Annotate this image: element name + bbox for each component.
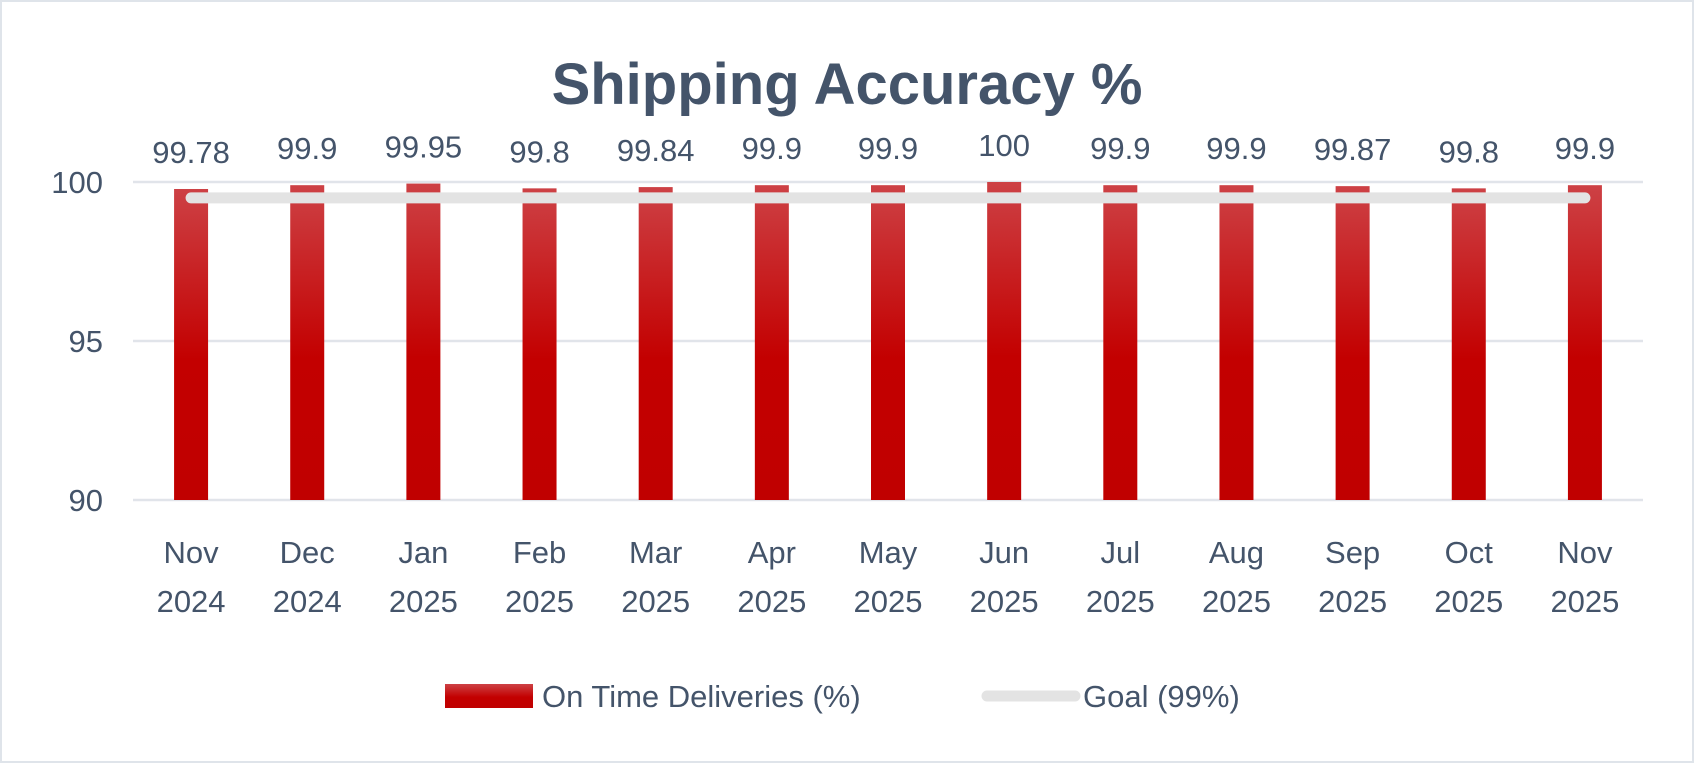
x-tick-label-month: Jun <box>979 535 1029 570</box>
x-tick-label-year: 2025 <box>1202 584 1271 619</box>
x-tick-label-month: Mar <box>629 535 682 570</box>
data-label: 99.9 <box>1090 131 1150 166</box>
bar <box>1567 185 1602 500</box>
data-label: 99.9 <box>1206 131 1266 166</box>
data-label: 99.78 <box>152 135 230 170</box>
data-label: 99.9 <box>858 131 918 166</box>
x-tick-label-month: Nov <box>164 535 220 570</box>
chart-title: Shipping Accuracy % <box>552 52 1143 117</box>
x-tick-label-year: 2025 <box>505 584 574 619</box>
y-tick-label: 95 <box>69 324 103 359</box>
data-label: 100 <box>978 128 1030 163</box>
legend-label-goal: Goal (99%) <box>1083 679 1240 714</box>
bar <box>406 183 441 500</box>
legend-label-on-time: On Time Deliveries (%) <box>542 679 861 714</box>
x-tick-label-year: 2024 <box>273 584 342 619</box>
bar <box>522 188 557 501</box>
bar <box>1219 185 1254 500</box>
x-tick-label-month: Feb <box>513 535 566 570</box>
x-tick-label-year: 2025 <box>1434 584 1503 619</box>
x-tick-label-year: 2025 <box>970 584 1039 619</box>
legend-swatch-on-time <box>445 684 533 708</box>
x-tick-label-month: May <box>859 535 918 570</box>
data-label: 99.87 <box>1314 132 1392 167</box>
x-tick-label-year: 2025 <box>854 584 923 619</box>
x-tick-label-year: 2024 <box>157 584 226 619</box>
x-tick-label-year: 2025 <box>389 584 458 619</box>
data-label: 99.95 <box>385 130 463 165</box>
bar <box>987 182 1022 500</box>
legend: On Time Deliveries (%) Goal (99%) <box>445 679 1240 714</box>
x-tick-label-month: Nov <box>1557 535 1613 570</box>
x-tick-label-month: Jul <box>1100 535 1140 570</box>
bar <box>871 185 905 500</box>
bar <box>638 187 673 500</box>
x-tick-label-year: 2025 <box>737 584 806 619</box>
x-tick-label-year: 2025 <box>1318 584 1387 619</box>
y-tick-label: 90 <box>69 483 103 518</box>
x-tick-label-year: 2025 <box>1086 584 1155 619</box>
data-label: 99.84 <box>617 133 695 168</box>
x-tick-label-month: Dec <box>280 535 335 570</box>
data-label: 99.9 <box>1555 131 1615 166</box>
x-tick-label-year: 2025 <box>1550 584 1619 619</box>
x-tick-label-month: Aug <box>1209 535 1264 570</box>
bar <box>1335 186 1370 500</box>
x-tick-label-year: 2025 <box>621 584 690 619</box>
y-tick-label: 100 <box>51 165 103 200</box>
x-tick-label-month: Apr <box>748 535 796 570</box>
bar <box>290 185 325 500</box>
data-label: 99.8 <box>1439 134 1499 169</box>
bar <box>1451 188 1486 501</box>
bar <box>754 185 789 500</box>
data-label: 99.8 <box>509 134 569 169</box>
x-tick-label-month: Jan <box>398 535 448 570</box>
x-tick-label-month: Oct <box>1445 535 1494 570</box>
bar <box>174 188 209 500</box>
data-label: 99.9 <box>742 131 802 166</box>
bar <box>1103 185 1138 500</box>
x-tick-label-month: Sep <box>1325 535 1380 570</box>
data-label: 99.9 <box>277 131 337 166</box>
